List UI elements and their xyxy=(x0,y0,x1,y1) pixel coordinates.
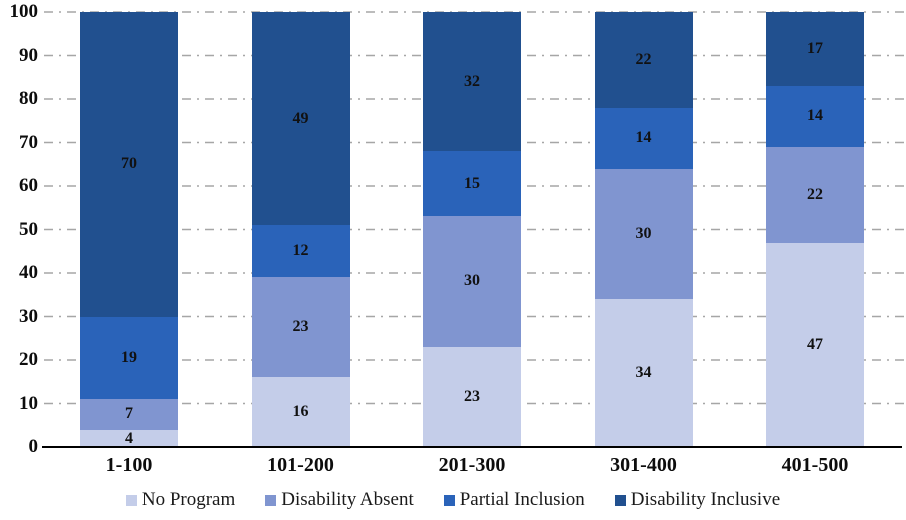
bar-segment-no-program: 4 xyxy=(80,429,178,447)
bar-segment-disability-inclusive: 22 xyxy=(594,12,693,108)
bar-segment-disability-absent: 7 xyxy=(80,399,178,430)
bar-segment-no-program: 47 xyxy=(766,242,864,447)
bar-segment-disability-inclusive: 70 xyxy=(80,12,178,317)
bar-segment-disability-inclusive: 17 xyxy=(766,12,864,86)
legend-item-disability-inclusive: Disability Inclusive xyxy=(614,489,781,511)
bar-segment-partial-inclusion: 14 xyxy=(594,107,693,169)
y-tick-label: 80 xyxy=(19,88,38,109)
bar-segment-disability-inclusive: 32 xyxy=(423,12,521,152)
y-tick-label: 0 xyxy=(28,436,39,457)
legend-swatch-icon xyxy=(443,494,455,506)
x-axis-line xyxy=(42,446,902,448)
legend-label: Partial Inclusion xyxy=(459,489,585,510)
y-tick-label: 100 xyxy=(9,1,39,22)
legend-item-partial-inclusion: Partial Inclusion xyxy=(443,489,585,511)
legend-label: Disability Absent xyxy=(281,489,414,510)
bar-segment-disability-absent: 30 xyxy=(594,168,693,300)
legend-label: No Program xyxy=(141,489,236,510)
bar-segment-partial-inclusion: 14 xyxy=(766,85,864,147)
y-tick-label: 90 xyxy=(19,44,38,66)
bar-segment-no-program: 16 xyxy=(251,377,350,447)
legend-item-no-program: No Program xyxy=(125,489,236,511)
legend-swatch-icon xyxy=(125,494,137,506)
bar-segment-partial-inclusion: 15 xyxy=(423,151,521,217)
bar-segment-disability-absent: 22 xyxy=(766,146,864,243)
bar-segment-disability-absent: 30 xyxy=(423,216,521,347)
legend: No Program Disability Absent Partial Inclu… xyxy=(0,489,906,511)
y-tick-label: 50 xyxy=(19,218,38,240)
y-tick-label: 20 xyxy=(19,349,38,370)
x-tick-label: 101-200 xyxy=(267,454,334,476)
x-tick-label: 1-100 xyxy=(105,454,153,476)
bar-segment-disability-absent: 23 xyxy=(251,277,350,378)
bar-segment-partial-inclusion: 19 xyxy=(80,316,178,400)
legend-swatch-icon xyxy=(265,494,277,506)
x-tick-label: 301-400 xyxy=(610,454,677,476)
y-tick-label: 60 xyxy=(19,175,38,196)
legend-item-disability-absent: Disability Absent xyxy=(265,489,414,511)
bar-segment-disability-inclusive: 49 xyxy=(251,12,350,226)
bar-segment-partial-inclusion: 12 xyxy=(251,225,350,278)
bar-segment-no-program: 34 xyxy=(594,299,693,447)
y-tick-label: 40 xyxy=(19,262,38,283)
legend-label: Disability Inclusive xyxy=(630,489,781,510)
y-tick-label: 10 xyxy=(19,392,38,414)
y-tick-label: 70 xyxy=(19,131,38,153)
x-tick-label: 201-300 xyxy=(438,454,506,476)
legend-swatch-icon xyxy=(614,494,626,506)
y-tick-label: 30 xyxy=(19,305,38,327)
bar-segment-no-program: 23 xyxy=(423,346,521,447)
x-tick-label: 401-500 xyxy=(781,454,849,476)
